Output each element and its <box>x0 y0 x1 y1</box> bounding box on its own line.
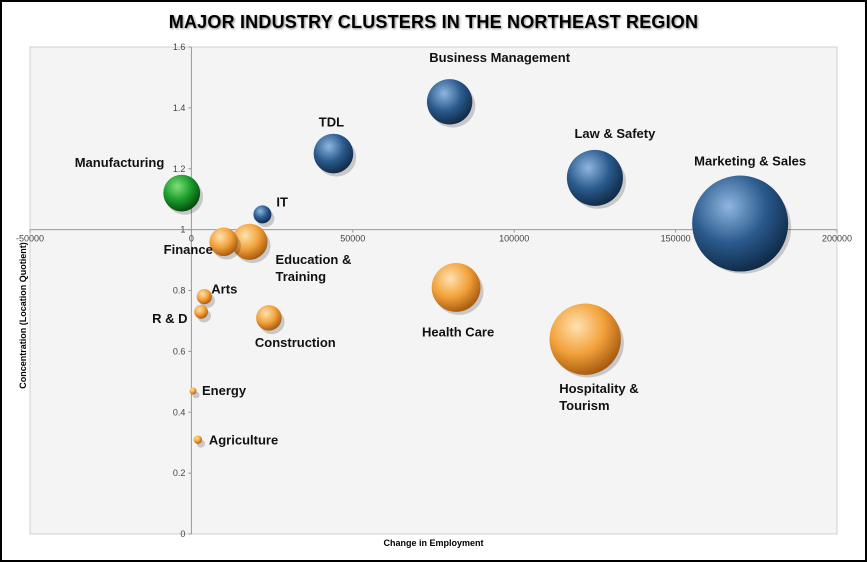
bubble-finance <box>209 227 238 257</box>
bubble-energy <box>189 387 197 395</box>
y-tick-label: 1.6 <box>173 42 186 52</box>
bubble-education-training <box>231 223 268 260</box>
bubble-manufacturing <box>163 174 201 212</box>
bubble-label-hospitality-tourism: Hospitality & Tourism <box>559 381 638 413</box>
bubble-construction <box>256 305 282 331</box>
bubble-label-r-d: R & D <box>152 311 187 326</box>
bubble-business-management <box>426 79 473 125</box>
y-tick-label: 1 <box>180 225 185 235</box>
bubble-label-tdl: TDL <box>319 115 344 130</box>
chart-title: MAJOR INDUSTRY CLUSTERS IN THE NORTHEAST… <box>168 12 699 32</box>
bubble-label-finance: Finance <box>164 242 213 257</box>
bubble-label-marketing-sales: Marketing & Sales <box>694 154 806 169</box>
x-tick-label: 100000 <box>499 234 529 244</box>
x-tick-label: 150000 <box>661 234 691 244</box>
x-axis-title: Change in Employment <box>383 538 483 548</box>
y-tick-label: 0.6 <box>173 346 186 356</box>
bubble-label-law-safety: Law & Safety <box>574 126 656 141</box>
y-tick-label: 0 <box>180 529 185 539</box>
y-axis-title: Concentration (Location Quotient) <box>18 242 28 389</box>
bubble-hospitality-tourism <box>549 303 621 375</box>
bubble-label-energy: Energy <box>202 383 247 398</box>
bubble-marketing-sales <box>692 175 789 272</box>
bubble-r-d <box>194 304 208 319</box>
x-tick-label: 0 <box>189 234 194 244</box>
x-tick-label: 200000 <box>822 234 852 244</box>
bubble-label-arts: Arts <box>211 282 237 297</box>
bubble-label-construction: Construction <box>255 335 336 350</box>
y-tick-label: 1.4 <box>173 103 186 113</box>
bubble-label-education-training: Education & Training <box>276 252 352 284</box>
bubble-agriculture <box>193 435 203 444</box>
x-tick-label: -50000 <box>16 234 44 244</box>
bubble-arts <box>196 288 212 305</box>
bubble-label-business-management: Business Management <box>429 50 571 65</box>
y-tick-label: 0.4 <box>173 407 186 417</box>
bubble-label-it: IT <box>276 194 288 209</box>
y-tick-label: 0.2 <box>173 468 186 478</box>
y-tick-label: 0.8 <box>173 286 186 296</box>
bubble-label-health-care: Health Care <box>422 324 494 339</box>
bubble-it <box>253 205 272 224</box>
bubble-label-agriculture: Agriculture <box>209 433 278 448</box>
y-tick-label: 1.2 <box>173 164 186 174</box>
bubble-law-safety <box>566 149 623 206</box>
x-tick-label: 50000 <box>340 234 365 244</box>
bubble-health-care <box>431 263 481 312</box>
bubble-tdl <box>313 133 354 174</box>
bubble-label-manufacturing: Manufacturing <box>75 155 165 170</box>
